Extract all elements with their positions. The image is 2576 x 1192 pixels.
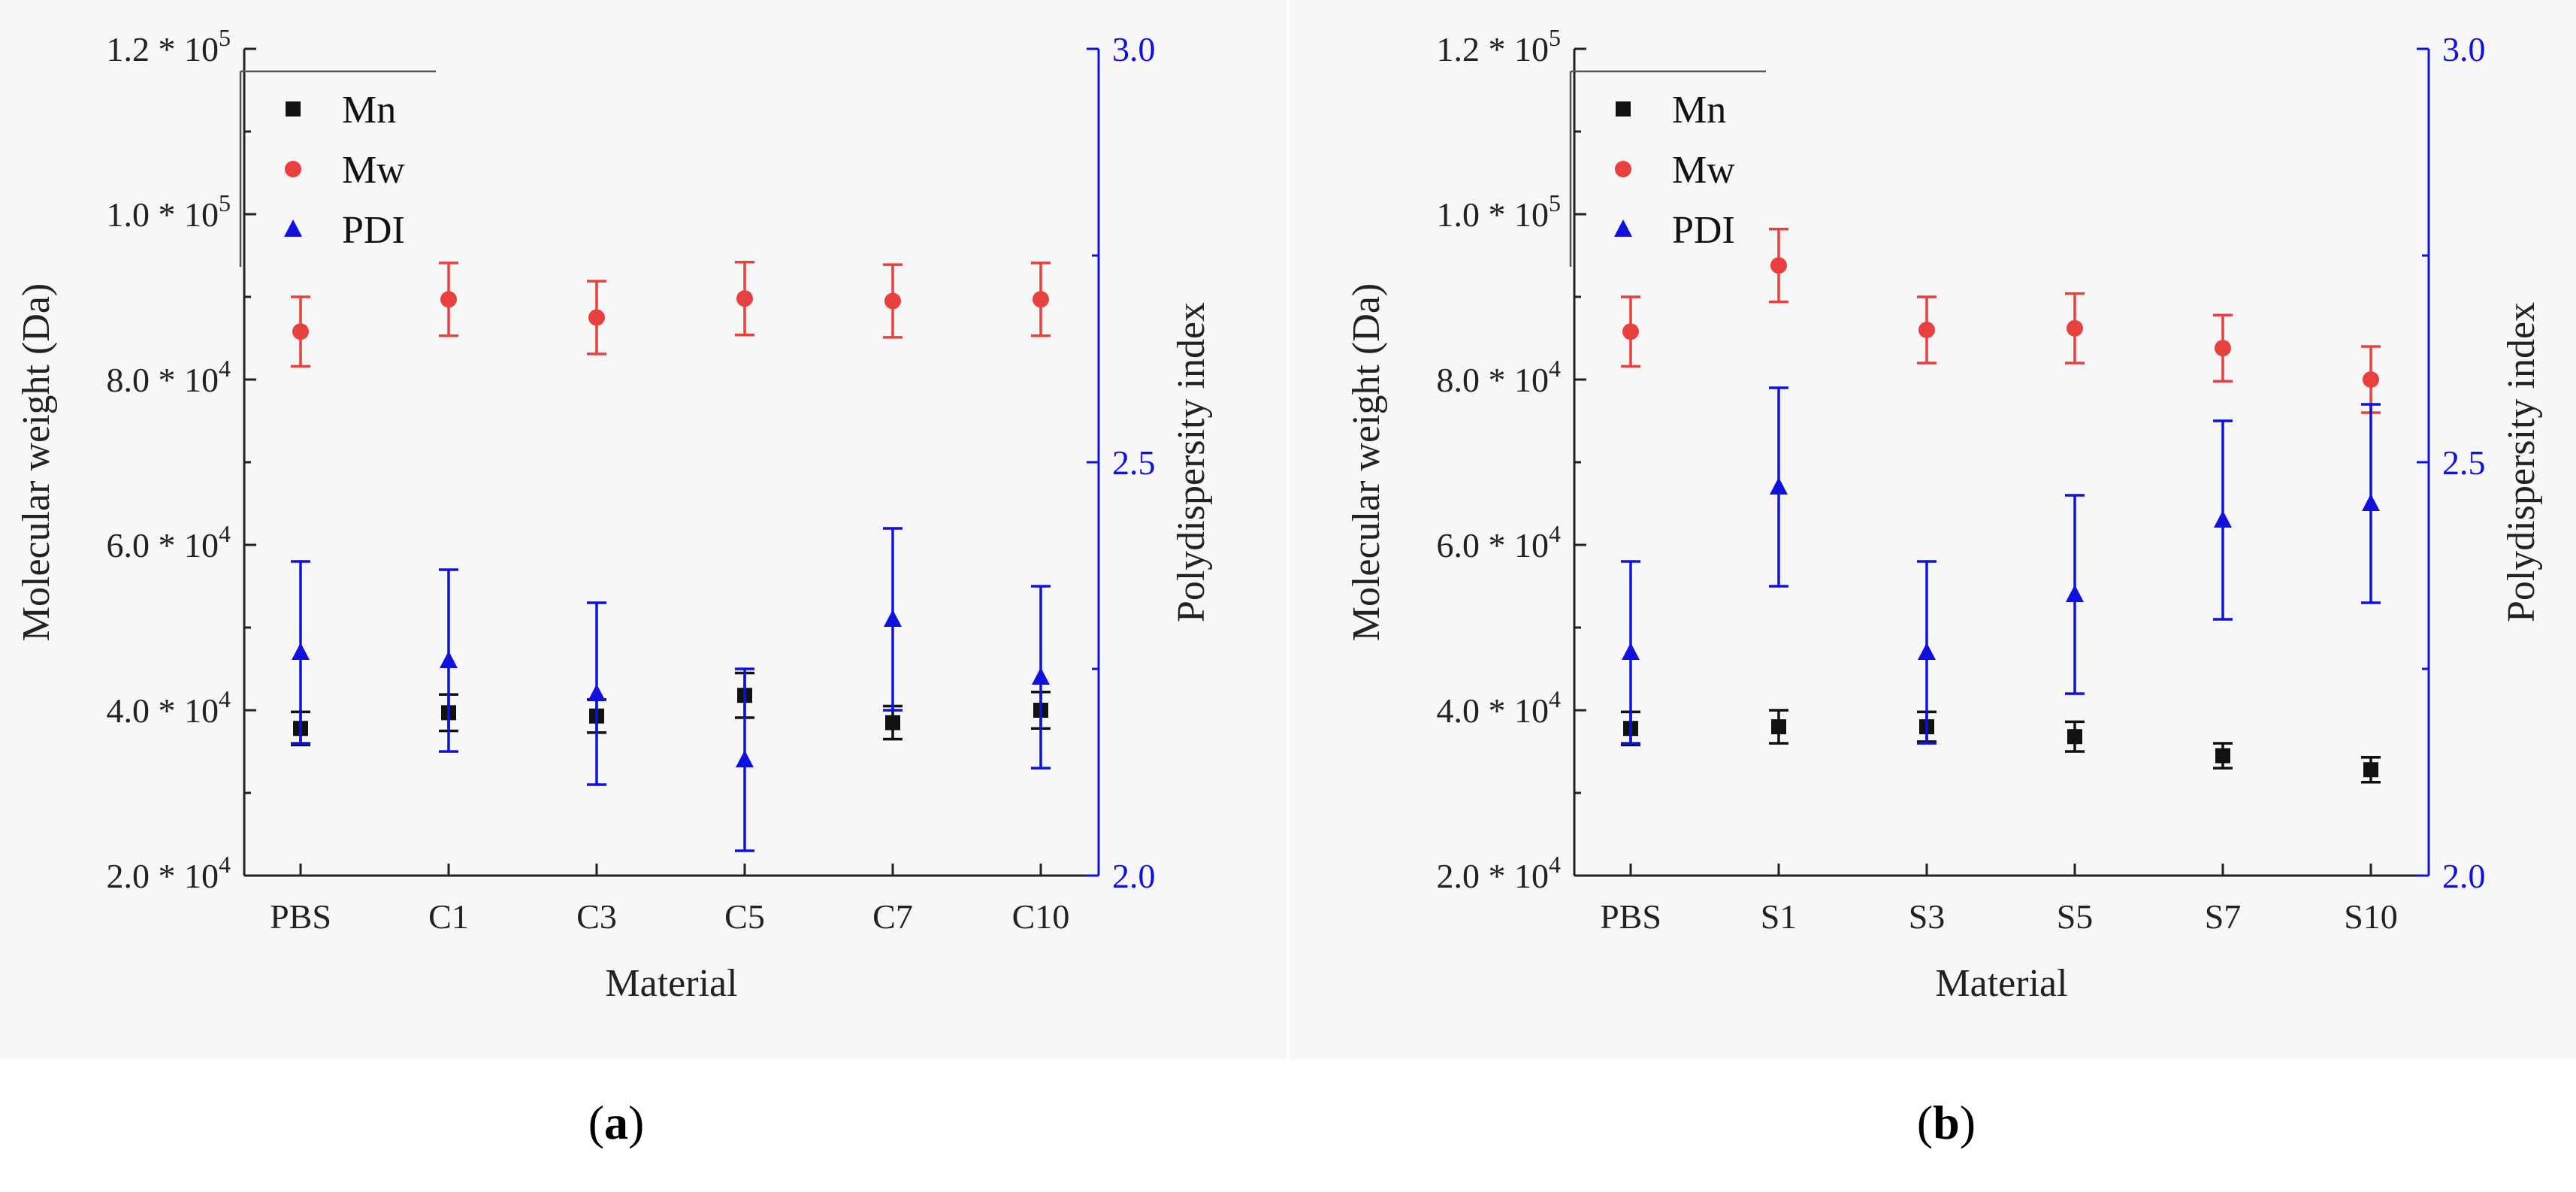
panel-a-pdi-point-c7 bbox=[884, 610, 902, 627]
panel-a-x-axis-title: Material bbox=[605, 962, 737, 1005]
panel-a-y-left-tick-label: 6.0 * 104 bbox=[107, 520, 231, 564]
panel-b-legend-label-mw: Mw bbox=[1672, 149, 1735, 192]
panel-b-y-left-tick-label: 8.0 * 104 bbox=[1437, 355, 1562, 399]
panel-a-legend-marker-mw bbox=[285, 161, 301, 177]
panel-b-chart: 2.0 * 104 4.0 * 104 6.0 * 104 8.0 * 104 1.0 … bbox=[1345, 24, 2543, 1149]
panel-a-mw-point-c3 bbox=[588, 309, 605, 326]
panel-b-pdi-point-s7 bbox=[2214, 510, 2232, 528]
panel-b-pdi-point-s3 bbox=[1918, 643, 1936, 660]
panel-b-legend: Mn Mw PDI bbox=[1569, 70, 1766, 267]
panel-b-mw-point-s7 bbox=[2215, 340, 2231, 357]
panel-a-x-tick-label-c1: C1 bbox=[428, 897, 469, 936]
panel-b-pdi-point-s1 bbox=[1770, 477, 1788, 495]
panel-b-y-axis-right-title: Polydispersity index bbox=[2500, 302, 2543, 622]
panel-b-legend-marker-mn bbox=[1616, 101, 1631, 116]
panel-a-legend-marker-pdi bbox=[284, 219, 302, 237]
panel-a-pdi-point-c1 bbox=[440, 651, 458, 668]
panel-b-series-pdi bbox=[1621, 386, 2381, 745]
panel-b-y-left-tick-label: 2.0 * 104 bbox=[1437, 851, 1562, 895]
panel-b-x-tick-label-s7: S7 bbox=[2205, 897, 2242, 936]
panel-b-y-axis-left-title: Molecular weight (Da) bbox=[1345, 283, 1388, 641]
panel-a-mn-point-c7 bbox=[885, 715, 900, 731]
panel-b-mn-point-s7 bbox=[2215, 748, 2230, 764]
panel-a-caption: (a) bbox=[588, 1096, 645, 1149]
panel-b-mw-point-s3 bbox=[1918, 322, 1935, 338]
panel-b-legend-label-pdi: PDI bbox=[1672, 209, 1735, 252]
panel-b-pdi-point-s5 bbox=[2066, 585, 2084, 602]
panel-a-y-left-tick-label: 8.0 * 104 bbox=[107, 355, 231, 399]
panel-b-mw-point-pbs bbox=[1622, 323, 1639, 340]
panel-b-series-mw bbox=[1621, 228, 2381, 414]
panel-b-x-tick-label-s3: S3 bbox=[1909, 897, 1946, 936]
panel-a-y-right-tick-label: 2.0 bbox=[1112, 857, 1156, 895]
panel-a-pdi-point-c5 bbox=[736, 750, 754, 767]
panel-a-x-tick-label-c5: C5 bbox=[724, 897, 765, 936]
panel-b-x-tick-label-pbs: PBS bbox=[1600, 897, 1661, 936]
panel-a-mw-point-c5 bbox=[736, 290, 753, 307]
panel-b-y-left-tick-label: 1.0 * 105 bbox=[1437, 189, 1562, 234]
panel-b-y-right-tick-label: 2.5 bbox=[2442, 443, 2486, 482]
panel-a-mw-point-c10 bbox=[1033, 291, 1049, 308]
panel-a-legend-label-pdi: PDI bbox=[342, 209, 405, 252]
panel-b-pdi-point-s10 bbox=[2362, 494, 2380, 511]
panel-a-mw-point-c1 bbox=[440, 291, 457, 308]
panel-b-mw-point-s5 bbox=[2067, 319, 2083, 337]
panel-a-legend: Mn Mw PDI bbox=[239, 70, 436, 267]
panel-a-y-axis-left-title: Molecular weight (Da) bbox=[15, 283, 58, 641]
panel-b-caption: (b) bbox=[1917, 1096, 1976, 1149]
panel-a-series-pdi bbox=[291, 527, 1051, 852]
panel-a-x-tick-label-pbs: PBS bbox=[270, 897, 331, 936]
panel-b-x-tick-label-s10: S10 bbox=[2344, 897, 2398, 936]
panel-b-y-left-tick-label: 1.2 * 105 bbox=[1437, 24, 1562, 68]
panel-a-legend-label-mw: Mw bbox=[342, 149, 405, 192]
panel-b-legend-label-mn: Mn bbox=[1672, 89, 1726, 132]
panel-b-y-right-tick-label: 2.0 bbox=[2442, 857, 2486, 895]
panel-b-background bbox=[1290, 0, 2576, 1060]
panel-b-y-left-tick-label: 4.0 * 104 bbox=[1437, 685, 1562, 730]
panel-b-mw-point-s10 bbox=[2363, 371, 2379, 388]
panel-b-mn-point-s10 bbox=[2363, 762, 2378, 778]
panel-b-x-axis-title: Material bbox=[1935, 962, 2067, 1005]
panel-b-x-tick-label-s5: S5 bbox=[2057, 897, 2094, 936]
panel-a-x-tick-label-c10: C10 bbox=[1012, 897, 1070, 936]
panel-a-pdi-point-pbs bbox=[292, 643, 310, 660]
panel-a-y-left-tick-label: 2.0 * 104 bbox=[107, 851, 231, 895]
panel-a-y-axis-right-title: Polydispersity index bbox=[1170, 302, 1213, 622]
panel-a-series-mw bbox=[291, 261, 1051, 368]
panel-a-mw-point-pbs bbox=[292, 323, 309, 340]
panel-a-y-right-tick-label: 3.0 bbox=[1112, 30, 1156, 68]
panel-b-mw-point-s1 bbox=[1770, 257, 1787, 274]
panel-b-legend-marker-pdi bbox=[1614, 219, 1632, 237]
panel-a-pdi-point-c10 bbox=[1032, 667, 1050, 685]
panel-a-series-mn bbox=[291, 671, 1051, 746]
panel-b-x-tick-label-s1: S1 bbox=[1761, 897, 1797, 936]
panel-a-y-right-tick-label: 2.5 bbox=[1112, 443, 1156, 482]
panel-a-x-tick-label-c3: C3 bbox=[576, 897, 617, 936]
panel-b-y-left-tick-label: 6.0 * 104 bbox=[1437, 520, 1562, 564]
panel-a-legend-marker-mn bbox=[286, 101, 301, 116]
panel-a-y-left-tick-label: 1.0 * 105 bbox=[107, 189, 231, 234]
panel-b-mn-point-s1 bbox=[1771, 719, 1786, 734]
panel-a-mw-point-c7 bbox=[884, 292, 901, 310]
panel-b-legend-marker-mw bbox=[1615, 161, 1631, 177]
panel-b-series-mn bbox=[1621, 709, 2381, 784]
panel-a-background bbox=[0, 0, 1286, 1060]
panel-a-x-tick-label-c7: C7 bbox=[872, 897, 913, 936]
panel-a-chart: 2.0 * 104 4.0 * 104 6.0 * 104 8.0 * 104 1.0 … bbox=[15, 24, 1213, 1149]
panel-a-y-left-tick-label: 1.2 * 105 bbox=[107, 24, 231, 68]
panel-a-legend-label-mn: Mn bbox=[342, 89, 396, 132]
panel-b-y-right-tick-label: 3.0 bbox=[2442, 30, 2486, 68]
panel-a-y-left-tick-label: 4.0 * 104 bbox=[107, 685, 231, 730]
panel-a-pdi-point-c3 bbox=[588, 684, 606, 701]
panel-b-pdi-point-pbs bbox=[1622, 643, 1640, 660]
panel-b-mn-point-s5 bbox=[2067, 729, 2082, 745]
